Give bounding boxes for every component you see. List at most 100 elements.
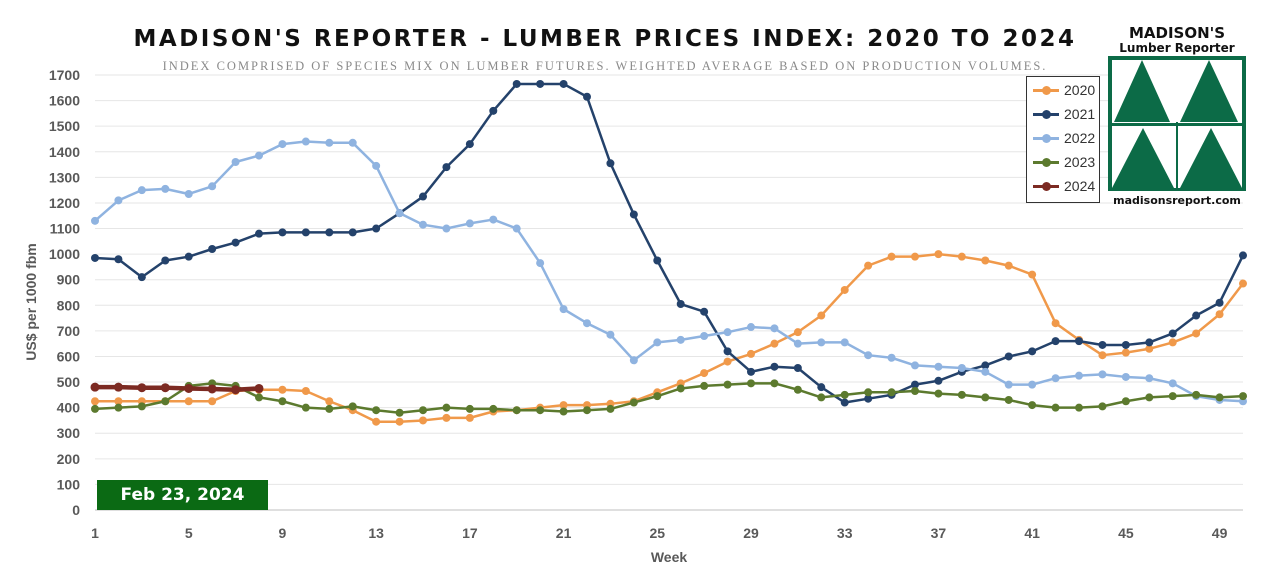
legend-swatch [1033,181,1059,191]
data-point-2023 [278,397,287,406]
data-point-2021 [723,347,732,356]
data-point-2021 [489,106,498,115]
data-point-2023 [536,406,545,415]
data-point-2024 [231,385,241,395]
data-point-2022 [911,361,919,370]
data-point-2022 [489,215,498,224]
x-tick-label: 5 [185,525,193,541]
data-point-2021 [700,307,709,316]
data-point-2021 [1145,338,1154,347]
data-point-2020 [957,252,966,261]
y-tick-label: 600 [57,348,81,364]
data-point-2021 [1168,329,1177,338]
data-point-2020 [1215,310,1224,319]
y-tick-label: 200 [57,451,81,467]
data-point-2022 [934,362,943,371]
data-point-2022 [512,224,521,233]
data-point-2024 [207,384,217,394]
data-point-2023 [653,392,662,401]
data-point-2023 [793,385,802,394]
logo-url[interactable]: madisonsreport.com [1113,194,1241,207]
data-point-2021 [301,228,310,237]
series-layer [90,79,1247,426]
data-point-2023 [1145,393,1154,402]
y-tick-label: 900 [57,272,81,288]
y-tick-label: 300 [57,425,81,441]
data-point-2020 [793,328,802,337]
data-point-2022 [231,158,240,166]
data-point-2021 [255,229,263,238]
y-tick-label: 1300 [49,169,80,185]
data-point-2021 [934,376,943,385]
logo-name: MADISON'S [1128,24,1226,42]
data-point-2021 [840,398,849,407]
data-point-2020 [301,387,310,396]
madisons-logo[interactable]: MADISON'S Lumber Reporter madisonsreport… [1106,24,1248,210]
data-point-2020 [278,385,287,394]
data-point-2020 [981,256,990,265]
data-point-2022 [1121,372,1130,381]
data-point-2020 [559,401,568,410]
data-point-2021 [583,92,591,101]
data-point-2022 [583,319,591,328]
data-point-2024 [160,383,170,393]
data-point-2022 [793,339,802,348]
x-tick-label: 33 [837,525,853,541]
data-point-2022 [629,356,638,365]
data-point-2023 [1051,403,1060,412]
data-point-2023 [770,379,779,388]
x-tick-label: 21 [556,525,572,541]
data-point-2020 [1121,348,1130,357]
data-point-2023 [137,402,146,411]
series-2023 [91,379,1247,417]
data-point-2021 [442,163,451,172]
data-point-2022 [723,328,732,337]
data-point-2022 [747,323,755,332]
data-point-2021 [1004,352,1013,361]
data-point-2023 [91,404,99,413]
data-point-2022 [325,138,334,147]
data-point-2021 [1028,347,1037,356]
data-point-2023 [395,408,404,417]
data-point-2022 [1051,374,1060,383]
data-point-2023 [442,403,451,412]
legend-label: 2022 [1064,130,1096,146]
chart-legend: 2020 2021 2022 2023 2024 [1026,76,1100,203]
data-point-2022 [419,220,427,229]
legend-item-2023: 2023 [1033,153,1095,171]
x-tick-label: 29 [743,525,759,541]
data-point-2023 [817,393,826,402]
legend-swatch [1033,109,1059,119]
data-point-2023 [629,398,638,407]
data-point-2021 [325,228,334,237]
data-point-2023 [348,402,357,411]
data-point-2023 [676,384,685,393]
data-point-2022 [700,332,709,340]
data-point-2024 [184,383,194,393]
data-point-2020 [325,397,334,406]
data-point-2021 [208,245,217,253]
data-point-2022 [278,140,287,149]
data-point-2021 [1051,337,1060,346]
data-point-2020 [1051,319,1060,328]
data-point-2022 [161,184,170,193]
legend-swatch [1033,133,1059,143]
data-point-2021 [1098,340,1107,349]
data-point-2020 [91,397,99,406]
data-point-2023 [161,397,170,406]
legend-label: 2024 [1064,178,1096,194]
x-tick-label: 41 [1024,525,1040,541]
data-point-2021 [348,228,357,237]
chart-title: MADISON'S REPORTER - LUMBER PRICES INDEX… [133,26,1077,52]
data-point-2023 [512,406,521,415]
data-point-2021 [465,140,474,149]
data-point-2023 [114,403,123,412]
data-point-2022 [1004,380,1013,389]
x-axis-ticks: 1 5 9 13 17 21 25 29 33 37 41 45 49 [91,525,1227,541]
data-point-2022 [559,305,568,314]
data-point-2021 [653,256,662,265]
data-point-2022 [114,196,123,205]
data-point-2024 [254,383,264,393]
data-point-2020 [887,252,896,261]
data-point-2023 [1168,392,1177,401]
